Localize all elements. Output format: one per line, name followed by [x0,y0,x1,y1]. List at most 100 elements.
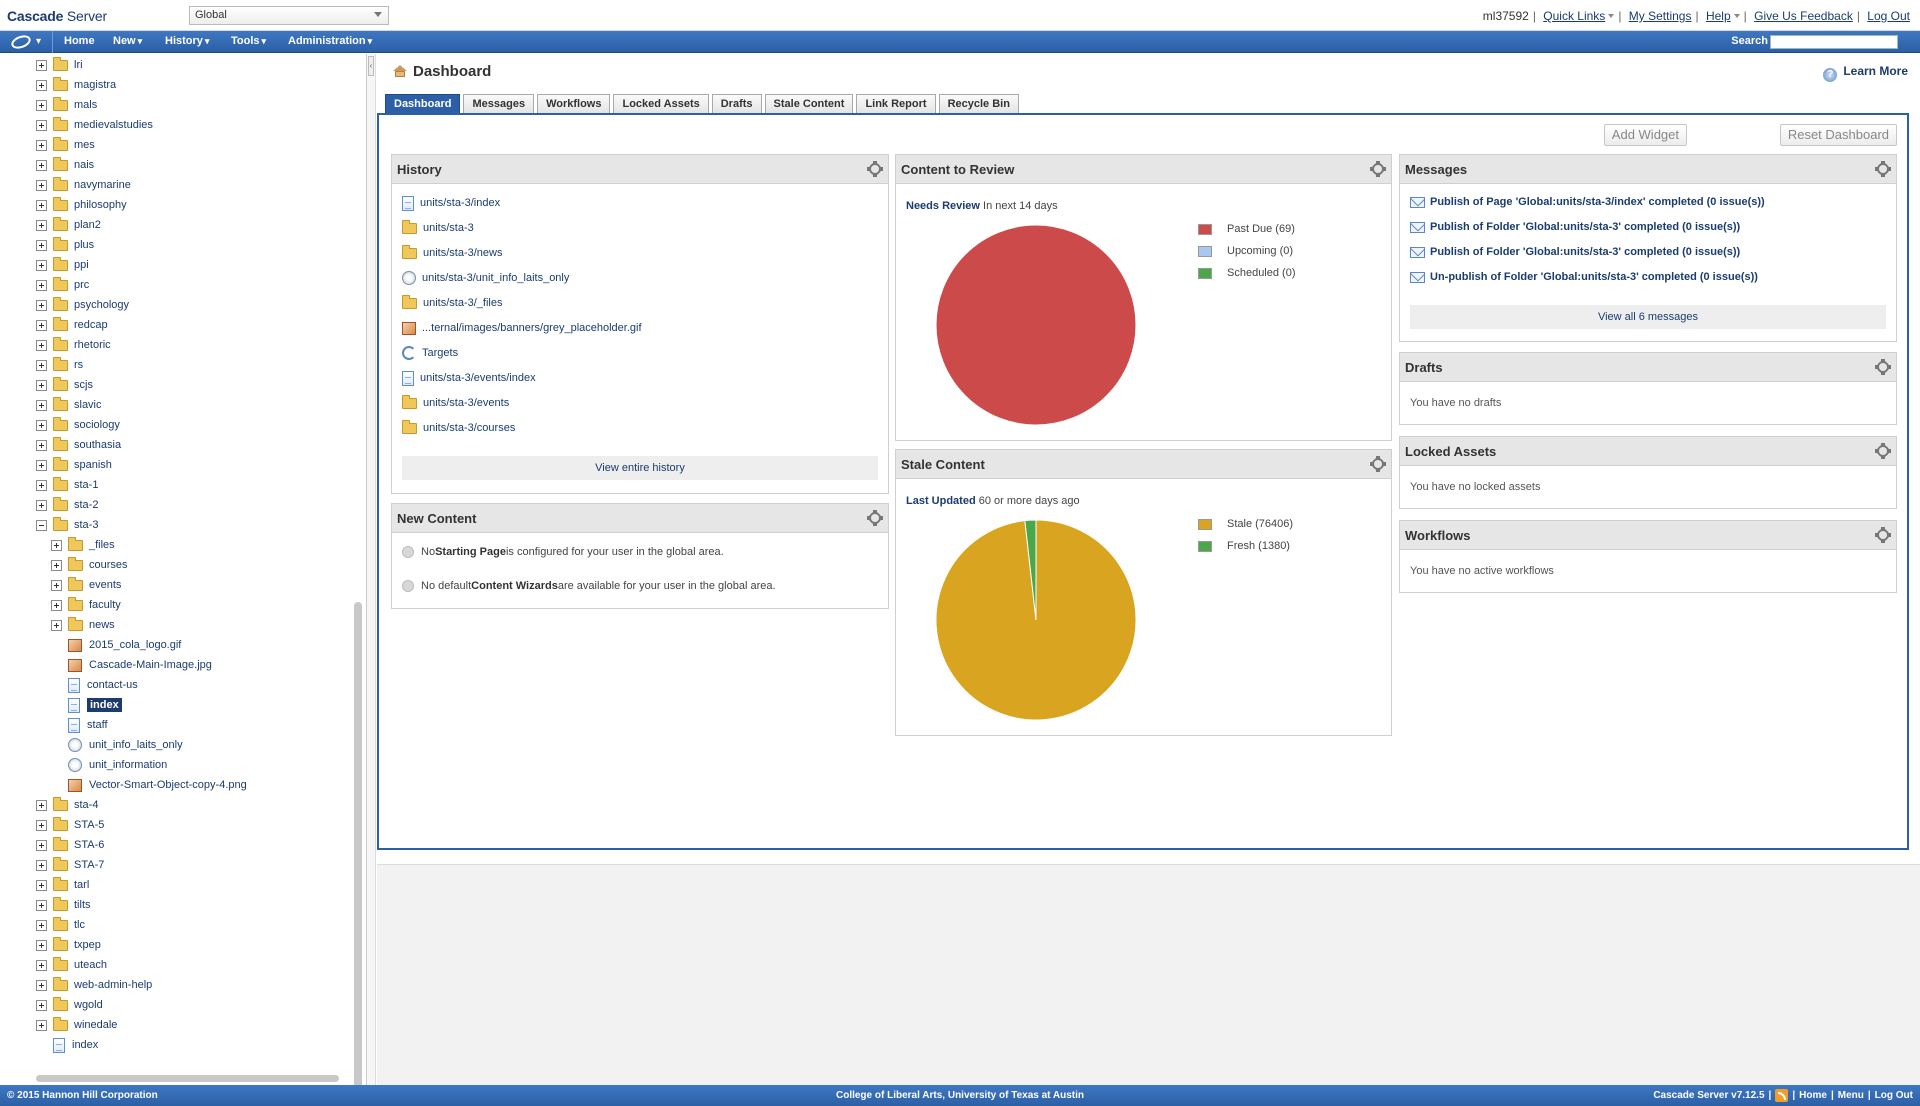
tree-item[interactable]: mes [36,135,95,155]
expand-icon[interactable] [36,219,47,231]
expand-icon[interactable] [36,299,47,311]
reset-dashboard-button[interactable]: Reset Dashboard [1779,124,1897,146]
tree-item[interactable]: southasia [36,435,121,455]
logout-link[interactable]: Log Out [1867,9,1910,23]
sidebar-splitter[interactable]: ‹ [367,54,376,1085]
message-item[interactable]: Publish of Folder 'Global:units/sta-3' c… [1410,246,1740,258]
gear-icon[interactable] [867,161,883,177]
tree-item[interactable]: events [51,575,121,595]
message-item[interactable]: Un-publish of Folder 'Global:units/sta-3… [1410,271,1758,283]
expand-icon[interactable] [36,339,47,351]
quick-links-link[interactable]: Quick Links [1543,9,1606,23]
tree-item[interactable]: plan2 [36,215,101,235]
tab-locked-assets[interactable]: Locked Assets [613,94,709,113]
expand-icon[interactable] [36,839,47,851]
gear-icon[interactable] [1875,527,1891,543]
nav-administration[interactable]: Administration ▾ [288,35,373,47]
tree-item[interactable]: rs [36,355,83,375]
tree-item[interactable]: tlc [36,915,85,935]
tree-item[interactable]: tilts [36,895,91,915]
tree-item[interactable]: slavic [36,395,102,415]
tree-item[interactable]: Cascade-Main-Image.jpg [68,655,212,675]
tree-item[interactable]: magistra [36,75,116,95]
tree-item[interactable]: STA-6 [36,835,104,855]
tab-stale-content[interactable]: Stale Content [764,94,854,113]
tree-item[interactable]: news [51,615,115,635]
expand-icon[interactable] [36,919,47,931]
tree-item[interactable]: STA-5 [36,815,104,835]
nav-tools[interactable]: Tools ▾ [231,35,267,47]
tree-horizontal-scrollbar[interactable] [36,1075,339,1082]
expand-icon[interactable] [36,999,47,1011]
tree-item[interactable]: lri [36,55,83,75]
tree-item[interactable]: sta-1 [36,475,98,495]
gear-icon[interactable] [1370,456,1386,472]
tree-item[interactable]: navymarine [36,175,131,195]
tree-item[interactable]: unit_information [68,755,167,775]
tree-item[interactable]: uteach [36,955,107,975]
tree-item[interactable]: STA-7 [36,855,104,875]
tree-item[interactable]: index [68,695,122,715]
tree-item[interactable]: scjs [36,375,93,395]
gear-icon[interactable] [867,510,883,526]
learn-more-link[interactable]: ? Learn More [1823,64,1908,82]
tree-item[interactable]: medievalstudies [36,115,153,135]
expand-icon[interactable] [36,359,47,371]
expand-icon[interactable] [36,459,47,471]
history-item[interactable]: ...ternal/images/banners/grey_placeholde… [402,319,642,337]
expand-icon[interactable] [36,479,47,491]
expand-icon[interactable] [36,859,47,871]
expand-icon[interactable] [36,79,47,91]
gear-icon[interactable] [1875,161,1891,177]
expand-icon[interactable] [51,559,62,571]
tree-item[interactable]: spanish [36,455,112,475]
history-item[interactable]: units/sta-3/events [402,394,509,412]
expand-icon[interactable] [36,399,47,411]
expand-icon[interactable] [36,319,47,331]
expand-icon[interactable] [36,159,47,171]
tree-item[interactable]: plus [36,235,94,255]
gear-icon[interactable] [1875,443,1891,459]
tree-item[interactable]: _files [51,535,115,555]
expand-icon[interactable] [36,1019,47,1031]
tree-item[interactable]: mals [36,95,97,115]
my-settings-link[interactable]: My Settings [1628,9,1692,23]
tree-item[interactable]: prc [36,275,89,295]
tree-item[interactable]: unit_info_laits_only [68,735,183,755]
collapse-icon[interactable] [36,519,47,531]
history-item[interactable]: units/sta-3 [402,219,474,237]
tab-dashboard[interactable]: Dashboard [385,94,461,113]
tree-item[interactable]: tarl [36,875,89,895]
message-item[interactable]: Publish of Folder 'Global:units/sta-3' c… [1410,221,1740,233]
tree-item[interactable]: web-admin-help [36,975,152,995]
tree-item[interactable]: wgold [36,995,103,1015]
expand-icon[interactable] [36,379,47,391]
tab-drafts[interactable]: Drafts [711,94,762,113]
expand-icon[interactable] [36,139,47,151]
expand-icon[interactable] [51,539,62,551]
footer-menu-link[interactable]: Menu [1837,1090,1864,1101]
nav-home[interactable]: Home [64,35,95,47]
search-input[interactable] [1770,35,1898,49]
tree-vertical-scrollbar[interactable] [354,602,362,1085]
tree-item[interactable]: contact-us [68,675,138,695]
tab-messages[interactable]: Messages [463,94,535,113]
tree-item[interactable]: faculty [51,595,121,615]
expand-icon[interactable] [51,619,62,631]
add-widget-button[interactable]: Add Widget [1603,124,1687,146]
expand-icon[interactable] [36,259,47,271]
expand-icon[interactable] [36,199,47,211]
expand-icon[interactable] [51,579,62,591]
expand-icon[interactable] [36,419,47,431]
expand-icon[interactable] [36,879,47,891]
expand-icon[interactable] [36,99,47,111]
gear-icon[interactable] [1875,359,1891,375]
expand-icon[interactable] [36,239,47,251]
nav-new[interactable]: New ▾ [113,35,143,47]
expand-icon[interactable] [36,939,47,951]
history-item[interactable]: units/sta-3/news [402,244,502,262]
tree-item[interactable]: sociology [36,415,120,435]
expand-icon[interactable] [36,439,47,451]
history-item[interactable]: units/sta-3/courses [402,419,515,437]
expand-icon[interactable] [36,799,47,811]
